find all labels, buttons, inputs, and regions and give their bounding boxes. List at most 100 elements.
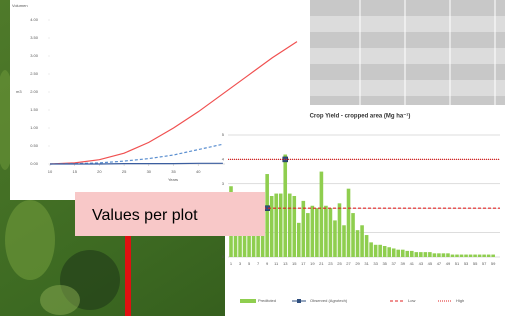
y-tick-label: 2.50 — [30, 71, 39, 76]
legend-label: High — [456, 298, 464, 303]
bar — [329, 208, 333, 257]
bar — [351, 213, 355, 257]
bar — [410, 251, 414, 257]
y-tick-label: 3.00 — [30, 53, 39, 58]
bar — [369, 242, 373, 257]
bar — [396, 250, 400, 257]
bar — [442, 253, 446, 257]
x-tick-label: 13 — [283, 261, 288, 266]
bar — [387, 247, 391, 257]
bar — [365, 235, 369, 257]
bar — [478, 255, 482, 257]
y-tick-label: 3.50 — [30, 35, 39, 40]
red-bar — [125, 235, 131, 316]
x-tick-label: 15 — [292, 261, 297, 266]
bar — [274, 194, 278, 257]
bar — [473, 255, 477, 257]
y-tick-label: 2.00 — [30, 89, 39, 94]
y-tick-label: 0.00 — [30, 161, 39, 166]
x-tick-label: 43 — [419, 261, 424, 266]
x-tick-label: 33 — [373, 261, 378, 266]
bar — [424, 252, 428, 257]
bar — [270, 196, 274, 257]
bar — [415, 252, 419, 257]
bar — [302, 201, 306, 257]
x-tick-label: 35 — [382, 261, 387, 266]
bar — [297, 223, 301, 257]
bar — [283, 155, 287, 257]
bar — [469, 255, 473, 257]
bar — [378, 245, 382, 257]
x-tick-label: 55 — [473, 261, 478, 266]
bar — [342, 225, 346, 257]
bar — [401, 250, 405, 257]
bar — [487, 255, 491, 257]
bar — [360, 225, 364, 257]
y-tick-label: 1.00 — [30, 125, 39, 130]
x-tick-label: 31 — [364, 261, 369, 266]
bar — [455, 255, 459, 257]
x-tick-label: 41 — [410, 261, 415, 266]
bar — [419, 252, 423, 257]
bar — [338, 203, 342, 257]
x-tick-label: 37 — [391, 261, 396, 266]
bar — [491, 255, 495, 257]
table-background — [310, 0, 505, 105]
x-tick-label: 23 — [328, 261, 333, 266]
x-tick-label: 45 — [428, 261, 433, 266]
legend-label: Preditcted — [258, 298, 276, 303]
y-tick-label: 0.50 — [30, 143, 39, 148]
bar — [315, 208, 319, 257]
x-tick-label: 29 — [355, 261, 360, 266]
bar — [347, 189, 351, 257]
y-tick-label: 1.50 — [30, 107, 39, 112]
bar — [333, 220, 337, 257]
x-tick-label: 19 — [310, 261, 315, 266]
x-tick-label: 25 — [122, 169, 127, 174]
y-tick-label: 4.00 — [30, 17, 39, 22]
bar — [451, 255, 455, 257]
y-axis-label: m3 — [16, 89, 22, 94]
bar — [292, 196, 296, 257]
x-tick-label: 15 — [72, 169, 77, 174]
bar — [265, 174, 269, 257]
bar — [306, 213, 310, 257]
x-tick-label: 49 — [446, 261, 451, 266]
x-tick-label: 27 — [346, 261, 351, 266]
legend-label: Low — [408, 298, 415, 303]
legend-label: Observed (Agrotech) — [310, 298, 348, 303]
bar — [356, 230, 360, 257]
bar — [482, 255, 486, 257]
bar — [428, 252, 432, 257]
bar — [383, 246, 387, 257]
bar — [460, 255, 464, 257]
x-tick-label: 35 — [171, 169, 176, 174]
x-tick-label: 39 — [401, 261, 406, 266]
bar — [405, 251, 409, 257]
bar — [437, 253, 441, 257]
x-tick-label: 20 — [97, 169, 102, 174]
x-tick-label: 17 — [301, 261, 306, 266]
bar — [374, 245, 378, 257]
legend-swatch — [240, 299, 256, 303]
bar — [311, 206, 315, 257]
bar — [464, 255, 468, 257]
x-tick-label: 59 — [491, 261, 496, 266]
slide: Volumen m3 Years 0.00 0.50 1.00 1.50 2.00 2.50 3.… — [0, 0, 505, 316]
bar — [320, 172, 324, 257]
x-tick-label: 51 — [455, 261, 460, 266]
chart-title: Crop Yield - cropped area (Mg ha⁻¹) — [310, 113, 411, 120]
series-line — [50, 163, 223, 164]
bar — [392, 248, 396, 257]
bar — [279, 194, 283, 257]
x-tick-label: 10 — [48, 169, 53, 174]
callout-box: Values per plot — [75, 192, 265, 236]
x-axis-label: Years — [168, 177, 178, 182]
x-tick-label: 53 — [464, 261, 469, 266]
x-tick-label: 40 — [196, 169, 201, 174]
x-tick-label: 25 — [337, 261, 342, 266]
x-tick-label: 21 — [319, 261, 324, 266]
x-tick-label: 30 — [147, 169, 152, 174]
chart-title: Volumen — [12, 3, 28, 8]
x-tick-label: 47 — [437, 261, 442, 266]
